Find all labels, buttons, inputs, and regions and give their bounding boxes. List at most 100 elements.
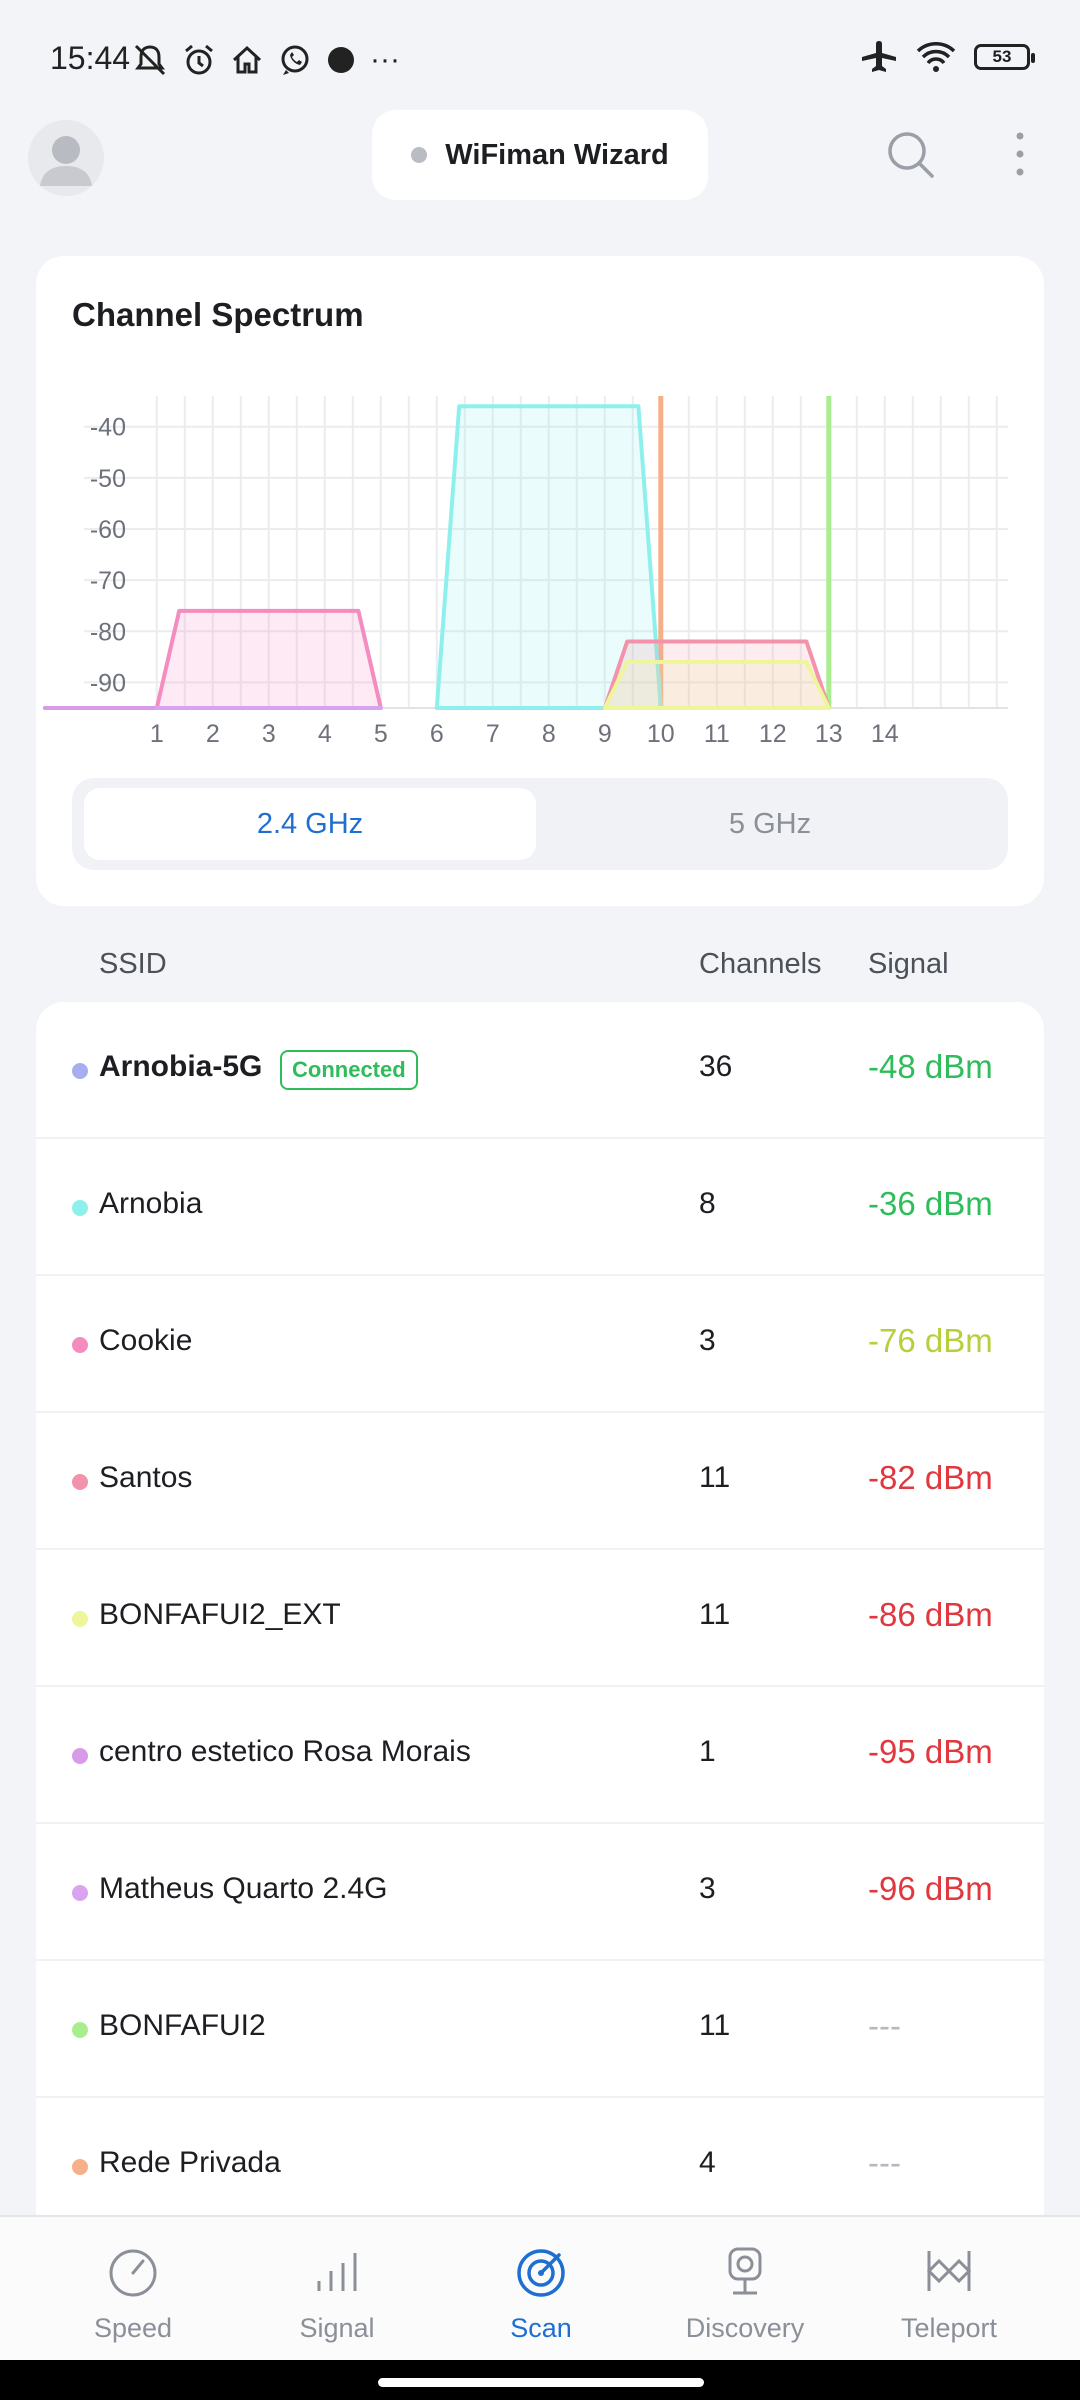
x-tick-label: 2 [206,720,220,748]
spectrum-series-area [602,659,831,710]
spectrum-series-area [154,608,383,710]
more-options-icon[interactable] [1000,124,1040,184]
band-2-4ghz-button[interactable]: 2.4 GHz [84,788,536,860]
channel-spectrum-chart: -40-50-60-70-80-901 2 3 4 5 6 7 8 9 10 11 12 13 14 [42,396,1008,748]
y-tick-label: -70 [90,567,126,595]
network-channel: 11 [699,2009,731,2042]
nav-label: Speed [93,2313,173,2343]
connected-badge: Connected [280,1050,418,1090]
x-tick-label: 7 [486,720,500,748]
network-color-dot [72,1748,88,1764]
x-tick-label: 13 [815,720,843,748]
network-signal: -36 dBm [868,1185,993,1222]
record-dot-icon [328,47,354,73]
x-tick-label: 4 [318,720,332,748]
alarm-icon [185,44,213,75]
network-channel: 11 [699,1598,731,1631]
network-color-dot [72,2159,88,2175]
signal-bars-icon [317,2253,357,2291]
home-icon [232,45,262,74]
network-ssid: BONFAFUI2 [99,2009,266,2042]
network-ssid: BONFAFUI2_EXT [99,1598,341,1631]
channel-spectrum-card: Channel Spectrum -40 -50 -60 -70 -80 -90 1 2 3 4 5… [36,256,1044,906]
network-channel: 36 [699,1050,733,1083]
x-tick-label: 1 [150,720,164,748]
airplane-mode-icon [862,41,896,72]
network-row[interactable]: Arnobia-5G Connected 36 -48 dBm [36,1002,1044,1139]
network-ssid: Cookie [99,1324,193,1357]
network-color-dot [72,1200,88,1216]
home-gesture-bar[interactable] [378,2378,704,2387]
nav-signal[interactable]: Signal [237,2241,437,2371]
wifiman-wizard-button[interactable]: WiFiman Wizard [372,110,708,200]
status-bar: 15:44 ··· 53 [0,0,1080,110]
network-color-dot [72,1611,88,1627]
signal-column-header[interactable]: Signal [868,948,949,980]
network-color-dot [72,2022,88,2038]
more-notifications-icon: ··· [370,43,400,76]
notification-icons: ··· [132,42,400,78]
nav-speed[interactable]: Speed [33,2241,233,2371]
radar-icon [517,2249,565,2297]
network-channel: 11 [699,1461,731,1494]
network-color-dot [72,1474,88,1490]
y-tick-label: -90 [90,669,126,697]
band-toggle: 2.4 GHz 5 GHz [72,778,1008,870]
network-channel: 8 [699,1187,716,1220]
spectrum-series-area [434,404,663,710]
wizard-label: WiFiman Wizard [445,138,669,171]
network-row[interactable]: Arnobia 8 -36 dBm [36,1139,1044,1276]
nav-label: Discovery [685,2313,805,2343]
x-tick-label: 10 [647,720,675,748]
card-title: Channel Spectrum [72,296,364,333]
x-tick-label: 12 [759,720,787,748]
muted-bell-icon [134,44,166,76]
nav-label: Scan [510,2313,572,2343]
x-tick-label: 8 [542,720,556,748]
nav-label: Teleport [900,2313,998,2343]
network-row[interactable]: centro estetico Rosa Morais 1 -95 dBm [36,1687,1044,1824]
x-tick-label: 3 [262,720,276,748]
nav-scan[interactable]: Scan [441,2241,641,2371]
network-row[interactable]: Santos 11 -82 dBm [36,1413,1044,1550]
battery-icon: 53 [974,44,1035,70]
table-header: SSID Channels Signal [0,940,1080,1000]
profile-avatar[interactable] [28,120,104,196]
network-signal: -95 dBm [868,1733,993,1770]
wifi-icon [916,42,956,72]
network-ssid: centro estetico Rosa Morais [99,1735,471,1768]
network-ssid: Arnobia [99,1187,203,1220]
speedometer-icon [109,2249,157,2297]
network-row[interactable]: BONFAFUI2_EXT 11 -86 dBm [36,1550,1044,1687]
nav-label: Signal [299,2313,375,2343]
network-row[interactable]: Matheus Quarto 2.4G 3 -96 dBm [36,1824,1044,1961]
channels-column-header[interactable]: Channels [699,948,822,980]
status-time: 15:44 [50,40,131,76]
ssid-column-header[interactable]: SSID [99,948,167,980]
network-signal: -48 dBm [868,1048,993,1085]
network-ssid: Arnobia-5G [99,1050,263,1083]
network-signal: --- [868,2007,901,2044]
y-tick-label: -40 [90,414,126,442]
network-ssid: Matheus Quarto 2.4G [99,1872,388,1905]
x-tick-label: 9 [598,720,612,748]
y-tick-label: -50 [90,465,126,493]
band-5ghz-button[interactable]: 5 GHz [728,807,812,840]
network-row[interactable]: Cookie 3 -76 dBm [36,1276,1044,1413]
device-discovery-icon [728,2247,762,2295]
x-tick-label: 11 [704,720,730,748]
nav-discovery[interactable]: Discovery [645,2241,845,2371]
x-tick-label: 14 [871,720,899,748]
network-ssid: Rede Privada [99,2146,281,2179]
teleport-icon [926,2251,972,2291]
network-row[interactable]: BONFAFUI2 11 --- [36,1961,1044,2098]
network-channel: 3 [699,1324,716,1357]
x-tick-label: 6 [430,720,444,748]
user-avatar-icon [40,136,92,186]
network-ssid: Santos [99,1461,193,1494]
search-icon[interactable] [880,124,940,184]
network-color-dot [72,1885,88,1901]
nav-teleport[interactable]: Teleport [849,2241,1049,2371]
network-signal: -86 dBm [868,1596,993,1633]
network-signal: -76 dBm [868,1322,993,1359]
